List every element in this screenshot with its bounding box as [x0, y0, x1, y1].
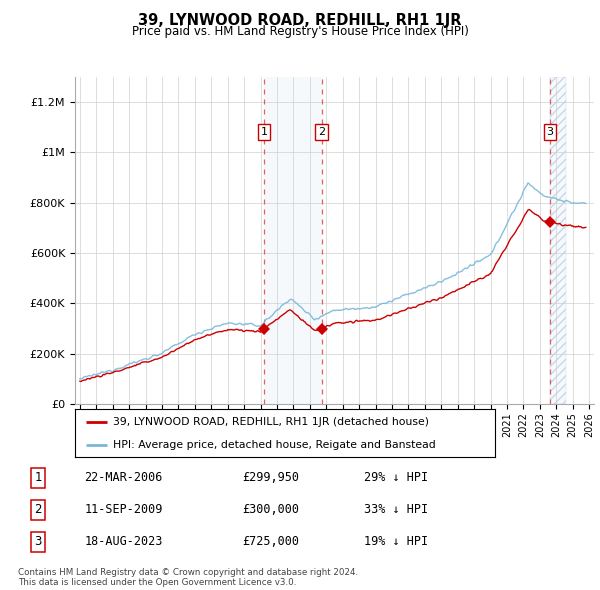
Text: 11-SEP-2009: 11-SEP-2009 — [84, 503, 163, 516]
Text: 1: 1 — [34, 471, 42, 484]
Text: 33% ↓ HPI: 33% ↓ HPI — [364, 503, 428, 516]
Text: 18-AUG-2023: 18-AUG-2023 — [84, 536, 163, 549]
Text: 19% ↓ HPI: 19% ↓ HPI — [364, 536, 428, 549]
Bar — [264, 77, 322, 404]
Text: This data is licensed under the Open Government Licence v3.0.: This data is licensed under the Open Gov… — [18, 578, 296, 587]
Text: 39, LYNWOOD ROAD, REDHILL, RH1 1JR (detached house): 39, LYNWOOD ROAD, REDHILL, RH1 1JR (deta… — [113, 417, 429, 427]
Text: HPI: Average price, detached house, Reigate and Banstead: HPI: Average price, detached house, Reig… — [113, 440, 436, 450]
Bar — [550, 77, 566, 404]
Text: £725,000: £725,000 — [242, 536, 299, 549]
Text: 39, LYNWOOD ROAD, REDHILL, RH1 1JR: 39, LYNWOOD ROAD, REDHILL, RH1 1JR — [138, 13, 462, 28]
Text: 2: 2 — [34, 503, 42, 516]
Text: Contains HM Land Registry data © Crown copyright and database right 2024.: Contains HM Land Registry data © Crown c… — [18, 568, 358, 576]
Bar — [550, 77, 566, 404]
Text: 3: 3 — [547, 127, 554, 137]
Text: 29% ↓ HPI: 29% ↓ HPI — [364, 471, 428, 484]
Text: £300,000: £300,000 — [242, 503, 299, 516]
Text: 3: 3 — [34, 536, 42, 549]
Text: £299,950: £299,950 — [242, 471, 299, 484]
Text: 2: 2 — [318, 127, 325, 137]
Text: 22-MAR-2006: 22-MAR-2006 — [84, 471, 163, 484]
Text: 1: 1 — [261, 127, 268, 137]
Text: Price paid vs. HM Land Registry's House Price Index (HPI): Price paid vs. HM Land Registry's House … — [131, 25, 469, 38]
